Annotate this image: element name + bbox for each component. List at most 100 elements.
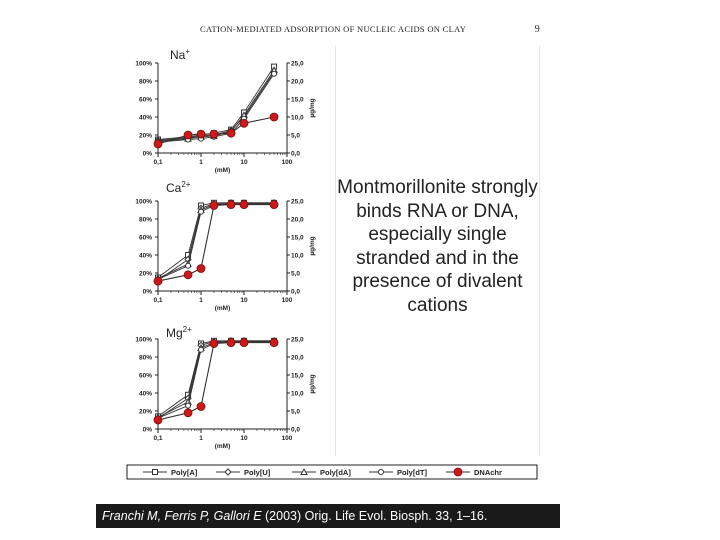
- data-point: [226, 200, 236, 210]
- y-right-tick-label: 25,0: [291, 61, 304, 68]
- data-point: [198, 208, 204, 215]
- data-point: [196, 264, 206, 273]
- y-tick-label: 20%: [139, 271, 152, 278]
- y-tick-label: 60%: [139, 235, 152, 242]
- y-tick-label: 100%: [135, 199, 152, 206]
- x-tick-label: 0,1: [153, 159, 162, 166]
- y-right-tick-label: 10,0: [291, 391, 304, 398]
- data-point: [198, 346, 204, 353]
- data-point: [209, 129, 219, 139]
- x-tick-label: 0,1: [153, 297, 162, 304]
- y-right-tick-label: 20,0: [291, 217, 304, 224]
- series-line-polyu: [157, 202, 275, 281]
- y-right-tick-label: 15,0: [291, 97, 304, 104]
- legend-marker: [224, 468, 232, 476]
- data-point: [269, 200, 279, 210]
- page-header: CATION-MEDIATED ADSORPTION OF NUCLEIC AC…: [200, 24, 540, 38]
- chart-panel-1: 0% 20% 40% 60% 80% 100% 0,0 5,0 10,0 15,0 20,0 25,0…: [135, 47, 316, 174]
- y-right-tick-label: 25,0: [291, 337, 304, 344]
- legend-marker: [378, 469, 384, 475]
- data-point: [183, 270, 193, 280]
- citation-authors: Franchi M, Ferris P, Gallori E: [102, 509, 262, 523]
- data-point: [153, 276, 163, 286]
- series-line-polya: [157, 340, 275, 417]
- data-point: [196, 402, 206, 411]
- y-tick-label: 60%: [139, 373, 152, 380]
- series-line-polya: [157, 66, 275, 140]
- x-axis-label: (mM): [215, 305, 231, 312]
- caption-text: Montmorillonite strongly binds RNA or DN…: [337, 177, 538, 316]
- y-right-tick-label: 5,0: [291, 409, 300, 416]
- legend-marker: [453, 467, 463, 477]
- y-tick-label: 80%: [139, 355, 152, 362]
- citation-bar: Franchi M, Ferris P, Gallori E (2003) Or…: [96, 504, 560, 528]
- caption-panel: Montmorillonite strongly binds RNA or DN…: [335, 46, 540, 456]
- y-right-tick-label: 15,0: [291, 235, 304, 242]
- data-point: [196, 129, 206, 139]
- data-point: [269, 338, 279, 348]
- y-right-tick-label: 5,0: [291, 271, 300, 278]
- y-tick-label: 20%: [139, 133, 152, 140]
- y-tick-label: 0%: [143, 427, 153, 434]
- data-point: [153, 139, 163, 149]
- series-line-polyu: [157, 71, 275, 141]
- cation-label: Ca2+: [166, 180, 191, 195]
- chart-panel-3: 0% 20% 40% 60% 80% 100% 0,0 5,0 10,0 15,0 20,0 25,0…: [135, 325, 316, 450]
- y-tick-label: 20%: [139, 409, 152, 416]
- legend-marker: [152, 469, 158, 475]
- data-point: [209, 339, 219, 348]
- y-right-tick-label: 20,0: [291, 79, 304, 86]
- data-point: [185, 262, 192, 269]
- y-tick-label: 40%: [139, 253, 152, 260]
- citation-journal: (2003) Orig. Life Evol. Biosph. 33, 1–16…: [261, 509, 488, 523]
- y-tick-label: 40%: [139, 391, 152, 398]
- x-tick-label: 10: [240, 435, 248, 442]
- data-point: [226, 338, 236, 348]
- y-right-tick-label: 10,0: [291, 253, 304, 260]
- legend: Poly[A] Poly[U] Poly[dA] Poly[dT] DNAchr: [126, 464, 538, 480]
- y-right-tick-label: 10,0: [291, 115, 304, 122]
- legend-label: Poly[U]: [244, 468, 271, 477]
- x-tick-label: 10: [240, 159, 248, 166]
- y-right-axis-label: µg/mg: [309, 236, 316, 255]
- y-tick-label: 80%: [139, 217, 152, 224]
- legend-label: DNAchr: [474, 468, 502, 477]
- header-title: CATION-MEDIATED ADSORPTION OF NUCLEIC AC…: [200, 24, 467, 34]
- y-right-tick-label: 0,0: [291, 151, 300, 158]
- y-right-tick-label: 20,0: [291, 355, 304, 362]
- series-line-polyda: [157, 341, 275, 418]
- cation-label: Mg2+: [166, 325, 192, 340]
- data-point: [183, 130, 193, 140]
- data-point: [239, 118, 249, 128]
- y-right-axis-label: µg/mg: [309, 98, 316, 117]
- y-right-tick-label: 0,0: [291, 289, 300, 296]
- y-tick-label: 100%: [135, 61, 152, 68]
- x-tick-label: 1: [199, 435, 203, 442]
- page-number: 9: [534, 24, 540, 35]
- legend-box: [126, 464, 538, 480]
- legend-label: Poly[A]: [171, 468, 198, 477]
- y-tick-label: 0%: [143, 289, 153, 296]
- data-point: [269, 112, 279, 122]
- series-line-polyda: [157, 203, 275, 279]
- data-point: [271, 70, 278, 77]
- data-point: [239, 200, 249, 210]
- x-tick-label: 1: [199, 297, 203, 304]
- y-tick-label: 40%: [139, 115, 152, 122]
- y-right-tick-label: 15,0: [291, 373, 304, 380]
- data-point: [153, 415, 163, 425]
- chart-panel-2: 0% 20% 40% 60% 80% 100% 0,0 5,0 10,0 15,0 20,0 25,0…: [135, 180, 316, 312]
- x-axis-label: (mM): [215, 443, 231, 450]
- cation-label: Na+: [170, 47, 190, 62]
- x-tick-label: 0,1: [153, 435, 162, 442]
- legend-label: Poly[dT]: [397, 468, 427, 477]
- x-tick-label: 10: [240, 297, 248, 304]
- x-tick-label: 1: [199, 159, 203, 166]
- x-tick-label: 100: [282, 435, 293, 442]
- y-right-axis-label: µg/mg: [309, 374, 316, 393]
- y-right-tick-label: 25,0: [291, 199, 304, 206]
- y-right-tick-label: 5,0: [291, 133, 300, 140]
- data-point: [226, 128, 236, 138]
- y-tick-label: 0%: [143, 151, 153, 158]
